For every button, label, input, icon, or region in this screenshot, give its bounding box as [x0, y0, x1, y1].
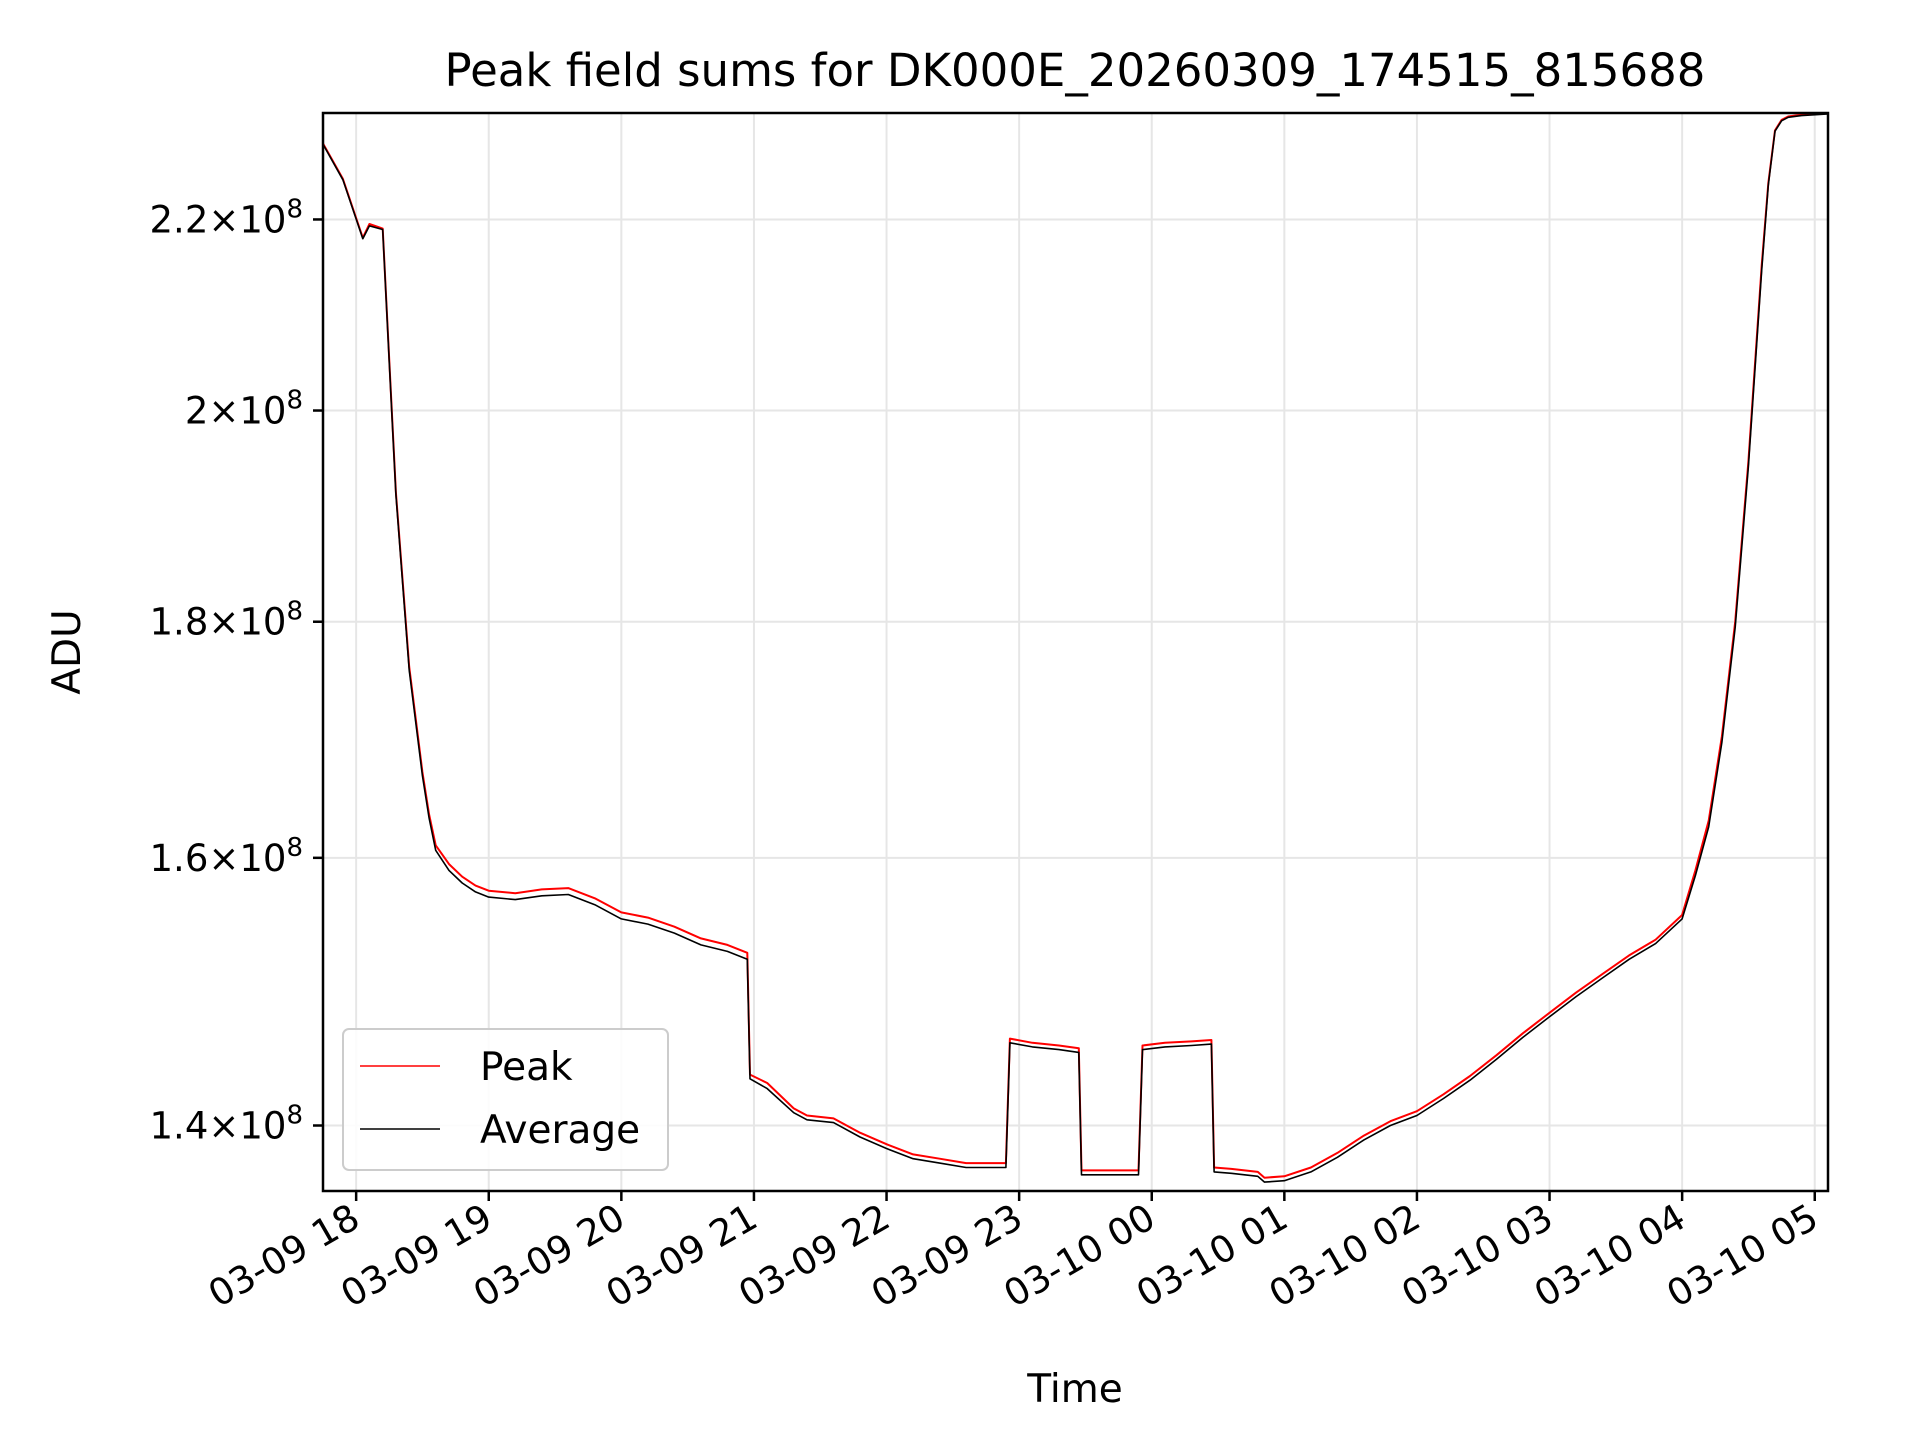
legend-box	[342, 1028, 669, 1171]
legend: Peak Average	[342, 1028, 669, 1171]
x-tick-label: 03-10 02	[1262, 1196, 1428, 1316]
x-tick-label: 03-09 18	[201, 1196, 367, 1316]
plot-frame	[321, 111, 1830, 1193]
y-tick-label: 1.4×108	[150, 1101, 303, 1148]
series-line-peak	[323, 113, 1828, 1179]
x-tick-label: 03-09 23	[864, 1196, 1030, 1316]
x-tick-label: 03-09 22	[731, 1196, 897, 1316]
series-line-average	[323, 113, 1828, 1183]
legend-label-peak: Peak	[480, 1045, 573, 1090]
x-tick-label: 03-09 20	[466, 1196, 632, 1316]
x-tick-label: 03-10 03	[1394, 1196, 1560, 1316]
x-tick-label: 03-10 05	[1660, 1196, 1826, 1316]
y-tick-label: 2×108	[185, 386, 303, 433]
grid	[323, 113, 1828, 1191]
x-tick-label: 03-09 19	[334, 1196, 500, 1316]
y-axis-ticks: 1.4×108 1.6×108 1.8×108 2×108 2.2×108	[150, 194, 323, 1148]
x-tick-label: 03-10 01	[1129, 1196, 1295, 1316]
y-tick-label: 2.2×108	[150, 194, 303, 241]
x-tick-label: 03-10 00	[997, 1196, 1163, 1316]
x-tick-label: 03-10 04	[1527, 1196, 1693, 1316]
y-tick-label: 1.8×108	[150, 597, 303, 644]
plot-lines	[323, 113, 1828, 1183]
x-axis-label: Time	[1026, 1367, 1122, 1412]
y-tick-label: 1.6×108	[150, 833, 303, 880]
x-tick-label: 03-09 21	[599, 1196, 765, 1316]
chart-title: Peak field sums for DK000E_20260309_1745…	[445, 44, 1706, 97]
y-axis-label: ADU	[45, 609, 90, 694]
legend-label-average: Average	[480, 1108, 640, 1153]
